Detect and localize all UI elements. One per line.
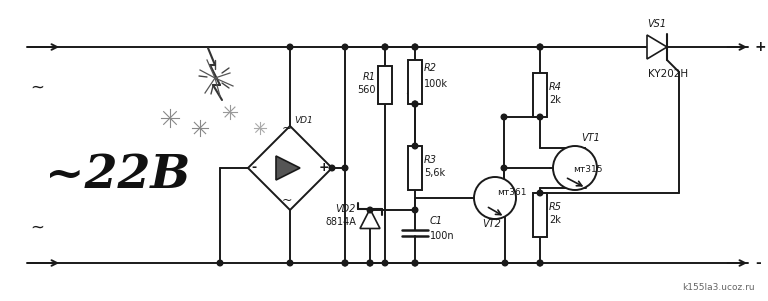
Circle shape (412, 260, 418, 266)
Text: -: - (251, 161, 257, 174)
Polygon shape (647, 35, 667, 59)
Text: ~: ~ (282, 122, 293, 135)
Bar (533, 193, 547, 237)
Text: R5: R5 (549, 202, 562, 212)
Text: 100n: 100n (430, 231, 455, 241)
Circle shape (217, 260, 223, 266)
Circle shape (367, 260, 372, 266)
Text: VD1: VD1 (294, 116, 313, 125)
Text: ~: ~ (30, 219, 44, 237)
Text: мт315: мт315 (573, 165, 603, 174)
Text: 560: 560 (357, 85, 376, 95)
Circle shape (382, 260, 388, 266)
Circle shape (537, 260, 543, 266)
Text: C1: C1 (430, 216, 443, 226)
Circle shape (287, 44, 293, 50)
Circle shape (287, 260, 293, 266)
Text: -: - (755, 256, 761, 270)
Text: 100k: 100k (424, 79, 448, 89)
Circle shape (367, 207, 372, 213)
Text: VD2: VD2 (336, 204, 356, 214)
Circle shape (537, 260, 543, 266)
Circle shape (382, 44, 388, 50)
Circle shape (412, 44, 418, 50)
Text: VT1: VT1 (581, 133, 601, 143)
Circle shape (343, 165, 348, 171)
Text: 2k: 2k (549, 215, 561, 225)
Circle shape (343, 44, 348, 50)
Text: 2k: 2k (549, 95, 561, 105)
Bar (408, 60, 422, 104)
Circle shape (412, 101, 418, 107)
Text: ~22B: ~22B (45, 152, 190, 198)
Circle shape (412, 207, 418, 213)
Circle shape (537, 44, 543, 50)
Circle shape (412, 44, 418, 50)
Circle shape (343, 260, 348, 266)
Text: +: + (319, 161, 329, 174)
Circle shape (537, 44, 543, 50)
Text: VT2: VT2 (482, 219, 502, 229)
Bar (408, 146, 422, 190)
Bar (378, 66, 392, 104)
Text: мт361: мт361 (497, 188, 527, 197)
Text: VS1: VS1 (647, 19, 667, 29)
Polygon shape (276, 156, 300, 180)
Bar (533, 73, 547, 117)
Circle shape (329, 165, 335, 171)
Circle shape (412, 143, 418, 149)
Circle shape (382, 44, 388, 50)
Circle shape (367, 260, 372, 266)
Circle shape (502, 260, 508, 266)
Text: R2: R2 (424, 63, 437, 73)
Text: R3: R3 (424, 155, 437, 165)
Text: ~: ~ (282, 194, 293, 207)
Circle shape (553, 146, 597, 190)
Text: R4: R4 (549, 82, 562, 92)
Text: R1: R1 (363, 72, 376, 82)
Text: ~: ~ (30, 79, 44, 97)
Circle shape (412, 101, 418, 107)
Circle shape (343, 260, 348, 266)
Text: k155la3.ucoz.ru: k155la3.ucoz.ru (683, 283, 755, 292)
Text: +: + (755, 40, 766, 54)
Circle shape (537, 114, 543, 120)
Polygon shape (248, 126, 332, 210)
Text: KY202H: KY202H (648, 69, 688, 79)
Circle shape (537, 190, 543, 196)
Circle shape (502, 165, 507, 171)
Polygon shape (360, 209, 380, 228)
Circle shape (502, 114, 507, 120)
Text: 5,6k: 5,6k (424, 168, 445, 178)
Circle shape (412, 260, 418, 266)
Circle shape (474, 177, 516, 219)
Text: δ814A: δ814A (325, 217, 356, 227)
